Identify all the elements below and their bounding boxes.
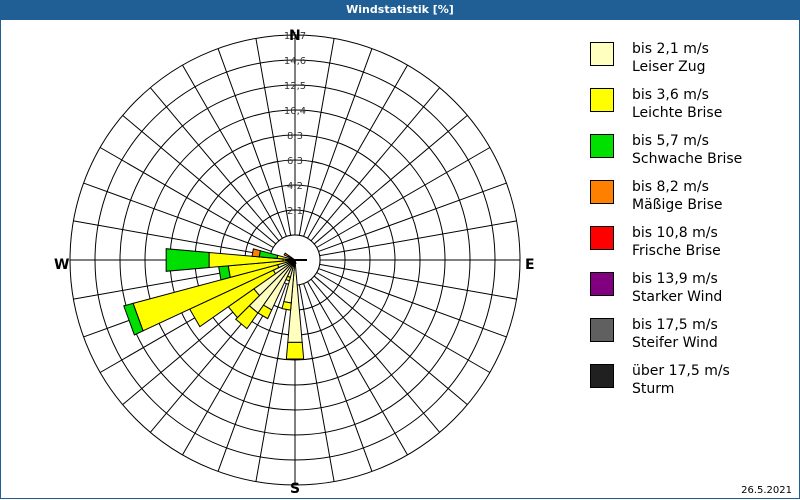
legend-range: bis 8,2 m/s (632, 179, 709, 195)
legend-range: über 17,5 m/s (632, 363, 730, 379)
ring-labels: 2,1 4,2 6,3 8,3 10,4 12,5 14,6 16,7 (284, 31, 306, 217)
legend-name: Sturm (632, 381, 675, 397)
compass-n: N (289, 28, 301, 44)
legend-name: Schwache Brise (632, 151, 743, 167)
svg-text:8,3: 8,3 (287, 131, 303, 142)
legend-swatch (590, 88, 614, 112)
legend-range: bis 17,5 m/s (632, 317, 718, 333)
legend-name: Frische Brise (632, 243, 721, 259)
legend-range: bis 2,1 m/s (632, 41, 709, 57)
legend-name: Leiser Zug (632, 59, 706, 75)
svg-text:4,2: 4,2 (287, 181, 303, 192)
legend-name: Starker Wind (632, 289, 723, 305)
legend-name: Leichte Brise (632, 105, 723, 121)
svg-text:6,3: 6,3 (287, 156, 303, 167)
legend-swatch (590, 318, 614, 342)
svg-text:12,5: 12,5 (284, 81, 306, 92)
svg-text:16,7: 16,7 (284, 31, 306, 42)
legend-swatch (590, 134, 614, 158)
legend-swatch (590, 272, 614, 296)
compass-w: W (54, 257, 70, 273)
date-stamp: 26.5.2021 (741, 485, 792, 496)
compass-e: E (525, 257, 535, 273)
legend-range: bis 5,7 m/s (632, 133, 709, 149)
legend-swatch (590, 180, 614, 204)
legend-range: bis 13,9 m/s (632, 271, 718, 287)
wind-bars (123, 248, 307, 360)
legend-range: bis 10,8 m/s (632, 225, 718, 241)
legend-range: bis 3,6 m/s (632, 87, 709, 103)
legend-name: Mäßige Brise (632, 197, 723, 213)
wind-rose-chart: 2,1 4,2 6,3 8,3 10,4 12,5 14,6 16,7 (69, 31, 521, 486)
svg-text:14,6: 14,6 (284, 56, 306, 67)
window-title: Windstatistik [%] (0, 0, 800, 20)
legend-swatch (590, 226, 614, 250)
legend-swatch (590, 364, 614, 388)
legend-name: Steifer Wind (632, 335, 718, 351)
legend-swatch (590, 42, 614, 66)
svg-text:2,1: 2,1 (287, 206, 303, 217)
compass-s: S (290, 481, 301, 497)
svg-text:10,4: 10,4 (284, 106, 306, 117)
